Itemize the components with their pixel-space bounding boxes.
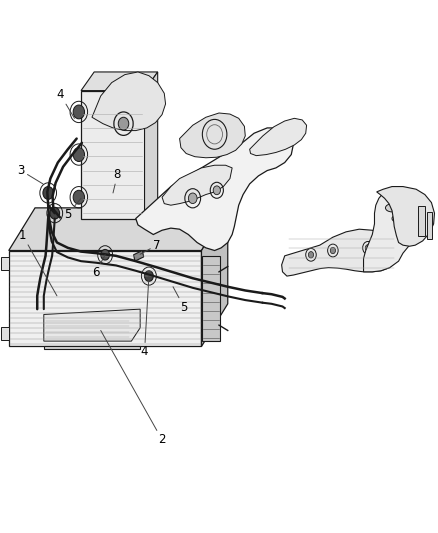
- Text: 4: 4: [141, 276, 149, 358]
- Text: 5: 5: [64, 198, 81, 221]
- Polygon shape: [377, 187, 434, 246]
- Bar: [418, 206, 425, 236]
- Bar: [1, 327, 9, 340]
- Text: 4: 4: [57, 88, 74, 118]
- Text: 5: 5: [173, 287, 187, 313]
- Circle shape: [50, 207, 60, 219]
- Circle shape: [308, 252, 314, 258]
- Polygon shape: [180, 113, 245, 158]
- Polygon shape: [145, 72, 158, 219]
- Polygon shape: [81, 72, 158, 91]
- Polygon shape: [9, 251, 201, 346]
- Polygon shape: [364, 188, 416, 272]
- Circle shape: [118, 117, 129, 130]
- Polygon shape: [81, 91, 145, 219]
- Polygon shape: [9, 208, 228, 251]
- Polygon shape: [44, 309, 140, 341]
- Polygon shape: [162, 165, 232, 205]
- Circle shape: [145, 271, 153, 281]
- Text: 6: 6: [92, 255, 105, 279]
- Ellipse shape: [385, 204, 399, 212]
- Ellipse shape: [392, 215, 405, 223]
- Polygon shape: [250, 118, 307, 156]
- Polygon shape: [136, 128, 293, 251]
- Polygon shape: [92, 72, 166, 131]
- Polygon shape: [201, 208, 228, 346]
- Polygon shape: [134, 251, 144, 261]
- Text: 1: 1: [19, 229, 57, 296]
- Circle shape: [101, 249, 110, 260]
- Circle shape: [365, 245, 371, 251]
- Polygon shape: [202, 256, 220, 341]
- Polygon shape: [282, 229, 399, 276]
- Bar: [427, 212, 432, 239]
- Text: 2: 2: [101, 330, 166, 446]
- Text: 3: 3: [18, 164, 43, 184]
- Circle shape: [188, 193, 197, 204]
- Circle shape: [73, 148, 85, 161]
- Bar: [1, 257, 9, 270]
- Circle shape: [43, 187, 53, 199]
- Circle shape: [73, 190, 85, 204]
- Circle shape: [73, 105, 85, 119]
- Circle shape: [330, 247, 336, 254]
- Polygon shape: [44, 346, 140, 349]
- Text: 7: 7: [140, 239, 161, 254]
- Text: 8: 8: [113, 168, 121, 193]
- Circle shape: [213, 186, 220, 195]
- Circle shape: [385, 248, 390, 255]
